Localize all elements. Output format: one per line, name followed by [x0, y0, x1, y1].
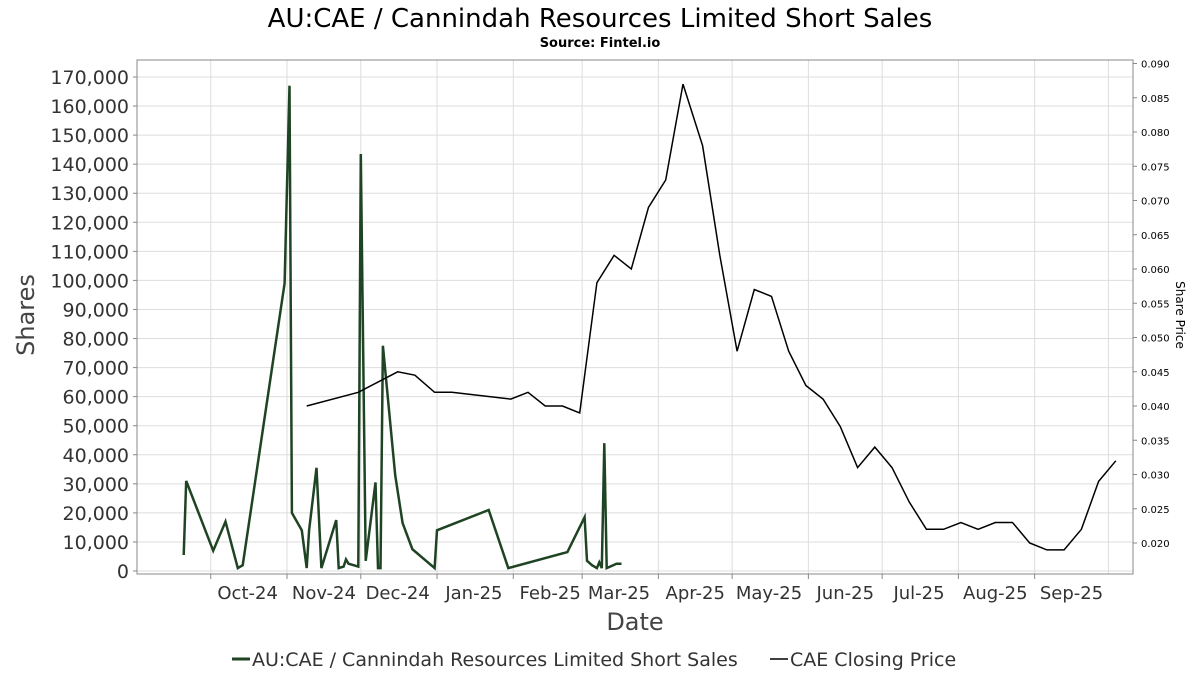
y2-tick-label: 0.050 [1141, 334, 1170, 345]
x-tick-label: Jul-25 [892, 583, 944, 604]
y-tick-label: 20,000 [63, 503, 129, 525]
series-layer [182, 83, 1117, 571]
y2-tick-label: 0.080 [1141, 128, 1170, 139]
legend: AU:CAE / Cannindah Resources Limited Sho… [232, 649, 956, 671]
y2-axis-label: Share Price [1173, 281, 1187, 349]
x-tick-label: Feb-25 [520, 583, 581, 604]
x-tick-label: Nov-24 [292, 583, 356, 604]
y-axis-ticks: 0 10,000 20,000 30,000 40,000 50,000 60,000 70,… [50, 67, 137, 583]
y2-tick-label: 0.070 [1141, 197, 1170, 208]
y-tick-label: 150,000 [50, 125, 129, 147]
y-tick-label: 50,000 [63, 416, 129, 438]
x-tick-label: May-25 [736, 583, 802, 604]
legend-label-short-sales: AU:CAE / Cannindah Resources Limited Sho… [252, 649, 738, 671]
x-tick-label: Mar-25 [588, 583, 650, 604]
y2-tick-label: 0.035 [1141, 436, 1170, 447]
y2-axis-ticks: 0.020 0.025 0.030 0.035 0.040 0.045 0.050 0.055… [1133, 60, 1170, 550]
y-axis-label: Shares [12, 274, 40, 356]
chart-subtitle: Source: Fintel.io [540, 36, 661, 51]
x-tick-label: Dec-24 [366, 583, 430, 604]
series-line-short-sales [182, 85, 622, 571]
y2-tick-label: 0.055 [1141, 299, 1170, 310]
y-tick-label: 130,000 [50, 183, 129, 205]
x-tick-label: Jan-25 [444, 583, 502, 604]
y2-tick-label: 0.085 [1141, 94, 1170, 105]
y-tick-label: 0 [117, 561, 129, 583]
y-tick-label: 10,000 [63, 532, 129, 554]
y-tick-label: 120,000 [50, 212, 129, 234]
plot-area-border [136, 59, 1134, 575]
y-tick-label: 160,000 [50, 96, 129, 118]
chart-title: AU:CAE / Cannindah Resources Limited Sho… [268, 4, 933, 34]
y2-tick-label: 0.075 [1141, 162, 1170, 173]
y-tick-label: 170,000 [50, 67, 129, 89]
y-tick-label: 30,000 [63, 474, 129, 496]
y-tick-label: 60,000 [63, 387, 129, 409]
x-tick-label: Aug-25 [963, 583, 1028, 604]
y2-tick-label: 0.020 [1141, 539, 1170, 550]
x-axis-ticks: Oct-24 Nov-24 Dec-24 Jan-25 Feb-25 Mar-25 Apr-… [210, 574, 1103, 604]
y2-tick-label: 0.090 [1141, 60, 1170, 71]
series-line-closing-price [306, 83, 1117, 551]
x-tick-label: Oct-24 [217, 583, 278, 604]
y2-tick-label: 0.065 [1141, 231, 1170, 242]
y-tick-label: 110,000 [50, 241, 129, 263]
y-tick-label: 40,000 [63, 445, 129, 467]
x-axis-label: Date [606, 608, 663, 636]
y2-tick-label: 0.030 [1141, 471, 1170, 482]
y2-tick-label: 0.025 [1141, 505, 1170, 516]
y2-tick-label: 0.060 [1141, 265, 1170, 276]
y-tick-label: 90,000 [63, 299, 129, 321]
y-tick-label: 80,000 [63, 329, 129, 351]
y-tick-label: 70,000 [63, 358, 129, 380]
y-tick-label: 140,000 [50, 154, 129, 176]
y-tick-label: 100,000 [50, 270, 129, 292]
y2-tick-label: 0.040 [1141, 402, 1170, 413]
x-tick-label: Apr-25 [666, 583, 725, 604]
grid-layer [137, 60, 1133, 574]
x-tick-label: Sep-25 [1040, 583, 1103, 604]
y2-tick-label: 0.045 [1141, 368, 1170, 379]
legend-label-closing-price: CAE Closing Price [790, 649, 956, 671]
x-tick-label: Jun-25 [816, 583, 875, 604]
